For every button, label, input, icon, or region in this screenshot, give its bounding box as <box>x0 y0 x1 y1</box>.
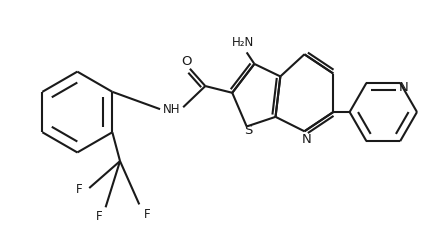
Text: F: F <box>95 210 102 223</box>
Text: F: F <box>144 207 150 220</box>
Text: S: S <box>245 124 253 137</box>
Text: O: O <box>181 54 191 68</box>
Text: F: F <box>76 183 83 196</box>
Text: H₂N: H₂N <box>232 36 254 49</box>
Text: NH: NH <box>163 103 180 116</box>
Text: N: N <box>302 133 311 146</box>
Text: N: N <box>399 81 409 94</box>
